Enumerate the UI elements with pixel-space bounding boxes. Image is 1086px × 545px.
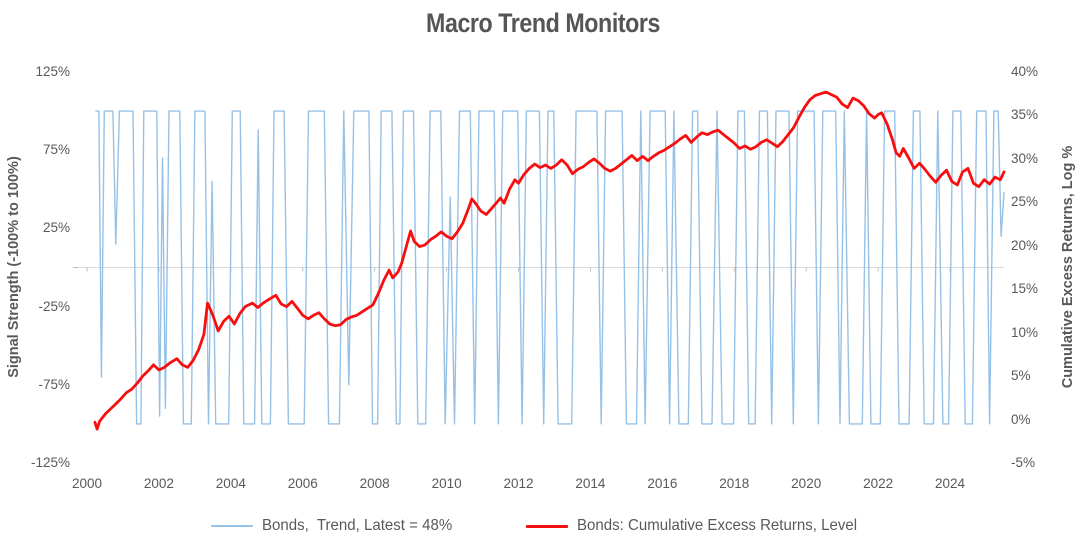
legend-label-trend: Bonds, Trend, Latest = 48% [261,517,453,534]
chart-title: Macro Trend Monitors [0,8,1086,39]
trend-signal-line [95,110,1005,425]
red-line-swatch-icon [526,524,569,528]
cumulative-returns-line [93,90,1006,431]
blue-line-swatch-icon [210,524,253,528]
chart-title-text: Macro Trend Monitors [426,8,660,38]
legend: Bonds, Trend, Latest = 48% Bonds: Cumula… [0,517,1086,535]
legend-item-returns: Bonds: Cumulative Excess Returns, Level [526,517,875,535]
legend-label-returns: Bonds: Cumulative Excess Returns, Level [577,517,858,534]
legend-item-trend: Bonds, Trend, Latest = 48% [210,517,464,535]
